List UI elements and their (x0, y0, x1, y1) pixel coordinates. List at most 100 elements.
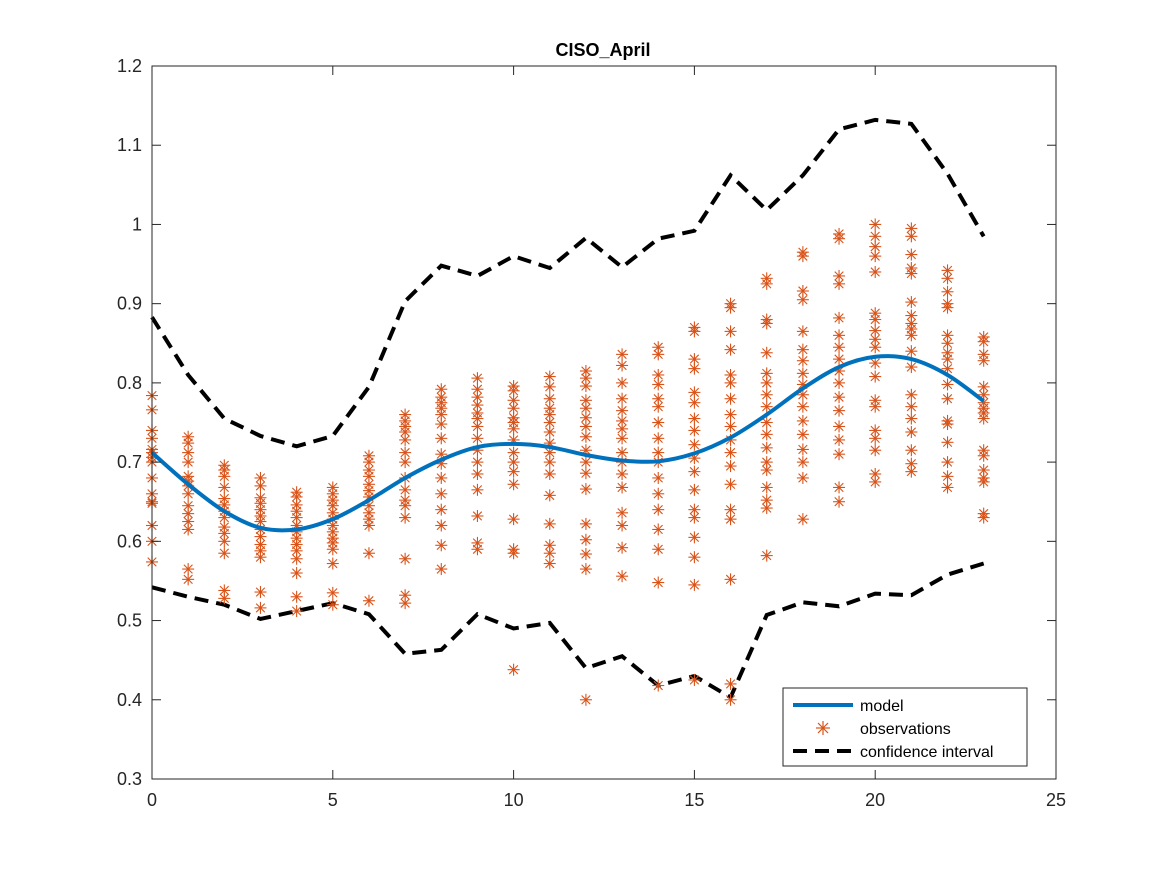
observation-point (399, 433, 412, 446)
observation-point (399, 456, 412, 469)
observation-point (543, 467, 556, 480)
observation-point (941, 301, 954, 314)
observation-point (543, 370, 556, 383)
observation-point (616, 506, 629, 519)
observation-point (507, 478, 520, 491)
observation-point (399, 483, 412, 496)
observation-point (833, 232, 846, 245)
legend: model observations confidence interval (782, 687, 1028, 767)
observation-point (290, 567, 303, 580)
y-tick-label: 1.1 (117, 135, 142, 155)
observation-point (688, 424, 701, 437)
observation-point (724, 301, 737, 314)
observation-point (905, 426, 918, 439)
x-tick-label: 0 (147, 790, 157, 810)
observation-point (326, 543, 339, 556)
x-tick-label: 10 (504, 790, 524, 810)
observation-point (616, 519, 629, 532)
observation-point (326, 586, 339, 599)
observation-point (652, 416, 665, 429)
observation-point (905, 309, 918, 322)
observation-point (616, 376, 629, 389)
observation-point (905, 465, 918, 478)
observation-point (724, 325, 737, 338)
y-tick-label: 1.2 (117, 56, 142, 76)
observation-point (796, 428, 809, 441)
observation-point (652, 487, 665, 500)
y-tick-label: 0.8 (117, 373, 142, 393)
observation-point (760, 464, 773, 477)
observation-point (869, 444, 882, 457)
observation-point (652, 576, 665, 589)
observation-point (507, 663, 520, 676)
observation-point (688, 396, 701, 409)
observation-point (941, 392, 954, 405)
observation-point (869, 467, 882, 480)
observation-point (977, 511, 990, 524)
observation-point (616, 392, 629, 405)
observation-point (796, 443, 809, 456)
observation-point (688, 362, 701, 375)
x-tick-label: 25 (1046, 790, 1066, 810)
observation-point (688, 325, 701, 338)
observation-point (869, 250, 882, 263)
observation-point (218, 470, 231, 483)
observation-point (833, 420, 846, 433)
chart-title: CISO_April (555, 40, 650, 60)
observation-point (290, 552, 303, 565)
observation-point (760, 400, 773, 413)
x-tick-label: 15 (684, 790, 704, 810)
observation-point (471, 372, 484, 385)
observation-point (435, 539, 448, 552)
observation-point (760, 502, 773, 515)
observation-point (833, 481, 846, 494)
observation-point (796, 354, 809, 367)
observation-point (977, 354, 990, 367)
observation-point (724, 343, 737, 356)
observation-point (218, 481, 231, 494)
observation-point (724, 513, 737, 526)
observation-point (471, 543, 484, 556)
observation-point (652, 471, 665, 484)
y-tick-label: 0.7 (117, 452, 142, 472)
observation-point (182, 446, 195, 459)
observation-point (182, 523, 195, 536)
observation-point (760, 388, 773, 401)
observation-point (905, 388, 918, 401)
observation-point (579, 693, 592, 706)
observation-point (977, 475, 990, 488)
observation-point (688, 483, 701, 496)
observation-point (182, 456, 195, 469)
observation-point (688, 531, 701, 544)
observation-point (507, 465, 520, 478)
observation-point (796, 471, 809, 484)
observation-point (254, 551, 267, 564)
y-tick-label: 0.4 (117, 690, 142, 710)
observation-point (833, 341, 846, 354)
observation-point (869, 370, 882, 383)
observation-point (724, 677, 737, 690)
observation-point (218, 547, 231, 560)
observation-point (905, 329, 918, 342)
observation-point (796, 367, 809, 380)
observation-point (833, 277, 846, 290)
observation-point (254, 601, 267, 614)
observation-point (652, 543, 665, 556)
observation-point (182, 487, 195, 500)
observation-point (760, 481, 773, 494)
observation-point (543, 392, 556, 405)
plot-frame (151, 65, 1057, 780)
observation-point (579, 517, 592, 530)
observation-point (796, 513, 809, 526)
observation-point (579, 533, 592, 546)
observation-point (796, 456, 809, 469)
observation-point (905, 400, 918, 413)
observation-point (760, 277, 773, 290)
observation-point (507, 422, 520, 435)
observation-point (796, 293, 809, 306)
observation-point (869, 424, 882, 437)
legend-model-label: model (860, 698, 904, 715)
observation-point (905, 296, 918, 309)
observation-point (760, 456, 773, 469)
observation-point (507, 513, 520, 526)
